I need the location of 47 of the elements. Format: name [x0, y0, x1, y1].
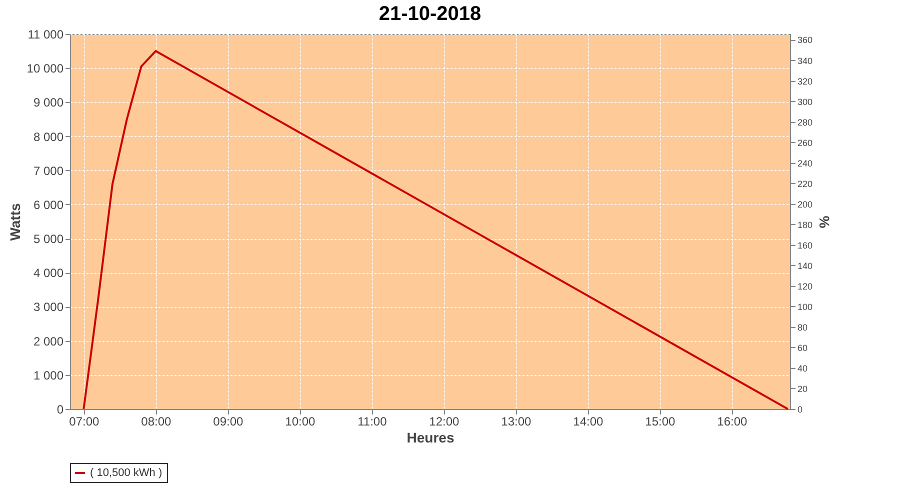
- y2-tick-label: 120: [798, 281, 813, 292]
- y-tick-label: 1 000: [33, 368, 64, 382]
- y2-tick-label: 180: [798, 220, 813, 230]
- x-axis-title: Heures: [406, 430, 454, 446]
- y-tick-label: 2 000: [33, 334, 64, 348]
- y-tick-label: 5 000: [33, 232, 64, 246]
- y-tick-label: 7 000: [33, 164, 64, 178]
- y2-tick-label: 60: [798, 342, 808, 353]
- x-tick-label: 09:00: [213, 414, 244, 428]
- y2-tick-label: 320: [798, 76, 813, 86]
- y2-tick-label: 140: [798, 260, 813, 271]
- x-tick-label: 12:00: [429, 414, 460, 428]
- y-tick-label: 4 000: [33, 266, 64, 280]
- x-tick-label: 16:00: [717, 414, 748, 428]
- y-axis-title: Watts: [6, 202, 23, 241]
- x-tick-label: 11:00: [358, 414, 388, 428]
- x-tick-label: 07:00: [69, 414, 100, 428]
- y2-tick-label: 40: [798, 363, 808, 374]
- y-tick-label: 6 000: [33, 198, 64, 212]
- line-series: [82, 50, 789, 410]
- y-tick-label: 9 000: [33, 96, 64, 110]
- y2-tick-label: 160: [798, 240, 813, 250]
- x-tick-label: 10:00: [285, 414, 316, 428]
- x-tick-label: 13:00: [501, 414, 532, 428]
- y-tick-label: 0: [56, 402, 64, 416]
- x-tick-label: 14:00: [573, 414, 604, 428]
- chart-title: 21-10-2018: [378, 3, 482, 25]
- y2-tick-label: 80: [798, 322, 808, 332]
- y2-tick-label: 200: [798, 199, 813, 210]
- y2-tick-label: 20: [798, 384, 808, 394]
- y-tick-label: 8 000: [33, 130, 64, 144]
- y2-tick-label: 260: [798, 138, 813, 148]
- y2-tick-label: 300: [798, 96, 813, 107]
- y-tick-label: 3 000: [33, 300, 64, 314]
- x-tick-label: 15:00: [645, 414, 676, 428]
- y2-tick-label: 240: [798, 158, 813, 168]
- y-tick-label: 10 000: [26, 62, 64, 76]
- y2-axis-title: %: [816, 216, 833, 229]
- x-tick-label: 08:00: [141, 414, 172, 428]
- y2-tick-label: 0: [798, 404, 803, 414]
- legend-label: ( 10,500 kWh ): [90, 467, 162, 479]
- y2-tick-label: 340: [798, 56, 813, 66]
- y2-tick-label: 220: [798, 178, 813, 189]
- y2-tick-label: 280: [798, 117, 813, 128]
- y-tick-label: 11 000: [28, 28, 64, 42]
- y2-tick-label: 360: [798, 35, 813, 46]
- y2-tick-label: 100: [798, 302, 813, 312]
